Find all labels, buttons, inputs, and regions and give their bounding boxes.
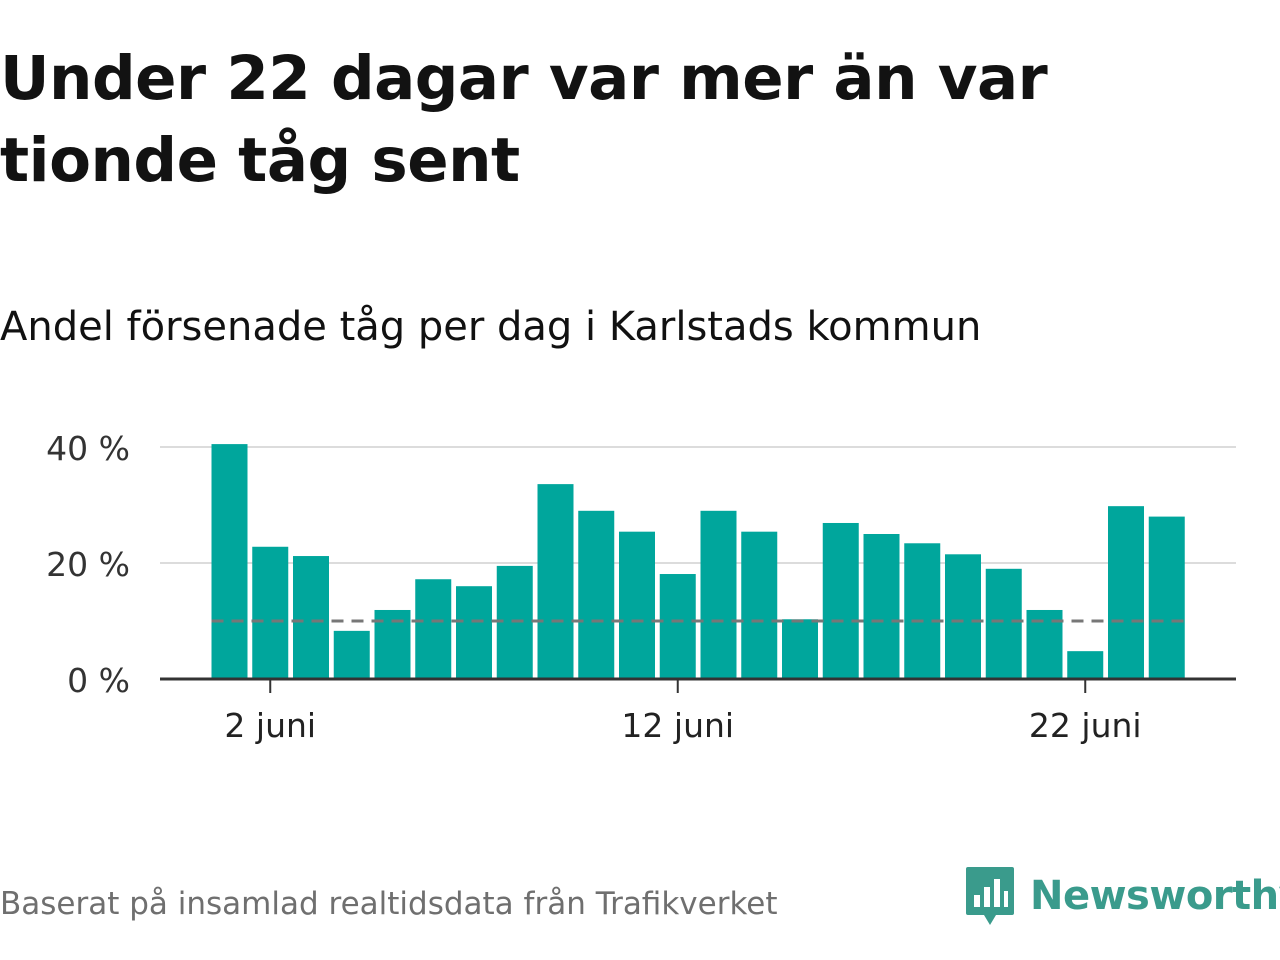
- bar-14: [741, 531, 778, 679]
- x-tick-label: 12 juni: [621, 706, 734, 745]
- bar-3: [293, 556, 329, 679]
- bar-16: [822, 522, 859, 679]
- axes: 0 % 20 % 40 % 2 juni 12 juni 22 juni: [46, 429, 1236, 745]
- bar-13: [700, 510, 737, 679]
- bar-24: [1148, 516, 1185, 679]
- bar-chart-speech-bubble-icon: [966, 867, 1014, 925]
- brand-name: Newsworthy: [1030, 873, 1280, 919]
- bar-6: [415, 579, 452, 679]
- bar-9: [537, 484, 574, 679]
- y-tick-label: 40 %: [46, 429, 130, 468]
- bar-20: [985, 568, 1022, 679]
- chart-subtitle: Andel försenade tåg per dag i Karlstads …: [0, 304, 982, 350]
- source-note: Baserat på insamlad realtidsdata från Tr…: [0, 886, 778, 922]
- bar-2: [252, 546, 289, 679]
- y-tick-label: 20 %: [46, 545, 130, 584]
- x-tick-label: 2 juni: [224, 706, 316, 745]
- bar-22: [1067, 651, 1104, 679]
- bars: [211, 444, 1185, 679]
- brand-logo: Newsworthy: [964, 864, 1280, 928]
- gridlines: [160, 446, 1236, 564]
- bar-17: [863, 534, 900, 679]
- bar-4: [333, 630, 370, 679]
- bar-19: [945, 554, 981, 679]
- bar-1: [211, 444, 248, 679]
- bar-18: [904, 543, 941, 679]
- chart-title: Under 22 dagar var mer än var tionde tåg…: [0, 43, 1048, 196]
- bar-7: [456, 586, 492, 679]
- bar-23: [1108, 506, 1144, 679]
- bar-10: [578, 510, 615, 679]
- bar-11: [619, 531, 655, 679]
- x-tick-label: 22 juni: [1029, 706, 1142, 745]
- y-tick-label: 0 %: [67, 661, 130, 700]
- bar-chart: 0 % 20 % 40 % 2 juni 12 juni 22 juni: [46, 429, 1236, 745]
- bar-12: [659, 574, 696, 679]
- bar-15: [782, 619, 818, 679]
